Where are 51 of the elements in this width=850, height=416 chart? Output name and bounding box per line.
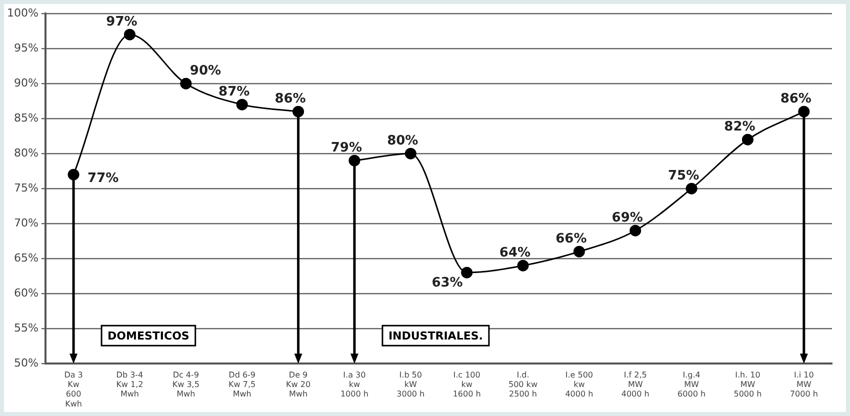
point [124, 28, 136, 40]
data-label: 77% [88, 170, 119, 186]
x-tick-label: I.e 500 kw 4000 h [565, 370, 594, 399]
point [686, 182, 698, 194]
data-label: 75% [668, 168, 700, 184]
data-label: 86% [780, 91, 812, 106]
y-tick-label: 70% [14, 216, 38, 230]
x-tick-label: I.i 10 MW 7000 h [790, 370, 818, 399]
data-label: 90% [190, 63, 222, 78]
y-tick-label: 50% [14, 356, 38, 370]
annotation: INDUSTRIALES. [388, 329, 483, 342]
point [236, 98, 248, 110]
point [630, 224, 642, 236]
data-label: 63% [432, 275, 463, 290]
y-tick-label: 55% [14, 321, 38, 334]
data-label: 82% [724, 119, 756, 134]
x-tick-label: I.g.4 MW 6000 h [678, 370, 706, 399]
y-tick-label: 75% [14, 181, 38, 194]
x-tick-label: Dc 4-9 Kw 3,5 Mwh [172, 370, 200, 399]
x-tick-label: De 9 Kw 20 Mwh [286, 370, 311, 399]
annotation: DOMESTICOS [108, 329, 190, 342]
x-tick-label: I.h. 10 MW 5000 h [734, 370, 762, 399]
y-tick-label: 65% [14, 251, 38, 264]
data-label: 69% [612, 210, 643, 226]
y-tick-label: 95% [14, 41, 38, 54]
x-tick-label: I.a 30 kw 1000 h [340, 370, 368, 399]
data-label: 87% [218, 84, 250, 100]
x-tick-label: Db 3-4 Kw 1,2 Mwh [116, 370, 144, 399]
y-tick-label: 85% [14, 111, 38, 124]
data-label: 97% [106, 14, 138, 30]
x-tick-label: I.f 2,5 MW 4000 h [621, 370, 650, 399]
point [573, 246, 585, 258]
y-tick-label: 60% [14, 286, 38, 300]
point [180, 78, 192, 90]
point [404, 148, 416, 160]
point [742, 134, 754, 146]
data-label: 79% [330, 140, 362, 156]
data-label: 86% [274, 91, 306, 106]
y-tick-label: 90% [14, 76, 38, 90]
data-label: 66% [556, 231, 587, 246]
x-tick-label: I.c 100 kw 1600 h [452, 370, 481, 399]
x-tick-label: Da 3 Kw 600 Kwh [64, 370, 83, 408]
y-tick-label: 80% [14, 146, 38, 160]
point [461, 266, 473, 278]
data-label: 80% [387, 133, 418, 148]
x-tick-label: I.d. 500 kw 2500 h [508, 370, 538, 399]
x-tick-label: Dd 6-9 Kw 7,5 Mwh [228, 370, 256, 399]
point [517, 260, 529, 272]
y-tick-label: 100% [6, 6, 38, 20]
data-label: 64% [499, 245, 531, 260]
x-tick-label: I.b 50 kW 3000 h [396, 370, 425, 399]
